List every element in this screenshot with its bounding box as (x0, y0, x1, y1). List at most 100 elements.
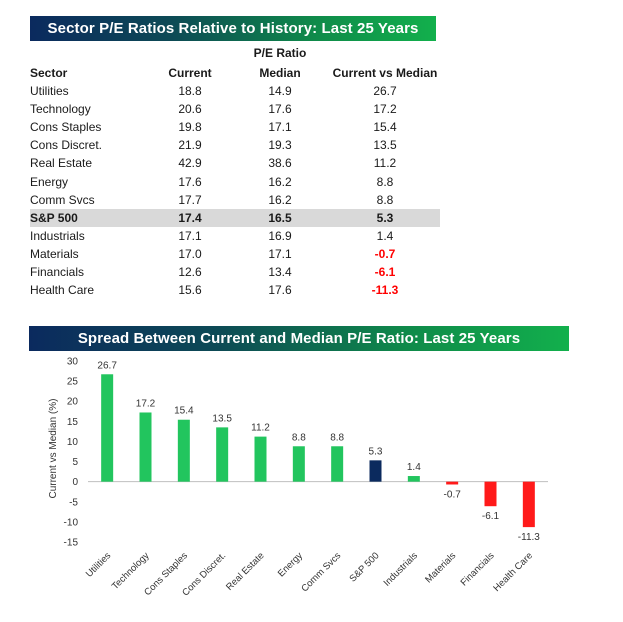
y-tick-label: -5 (69, 497, 78, 508)
cell-sector: Real Estate (30, 156, 93, 171)
col-header-sector: Sector (30, 66, 68, 80)
table-row: Cons Discret. 21.9 19.3 13.5 (30, 136, 440, 154)
table-row: Industrials 17.1 16.9 1.4 (30, 227, 440, 245)
x-tick-label: Financials (459, 550, 497, 588)
table-title: Sector P/E Ratios Relative to History: L… (30, 16, 436, 41)
table-row: Energy 17.6 16.2 8.8 (30, 173, 440, 191)
cell-current: 17.4 (178, 210, 202, 225)
pe-ratio-group-header: P/E Ratio (253, 46, 307, 60)
y-tick-label: -10 (64, 517, 79, 528)
data-label: 13.5 (212, 413, 232, 424)
cell-median: 17.6 (268, 283, 292, 298)
cell-median: 16.5 (268, 210, 292, 225)
table-row: Real Estate 42.9 38.6 11.2 (30, 154, 440, 172)
cell-current: 17.6 (178, 174, 202, 189)
bar (254, 436, 267, 482)
cell-current-vs-median: 13.5 (373, 138, 397, 153)
cell-current-vs-median: 1.4 (376, 228, 394, 243)
bar (177, 419, 190, 482)
x-tick-label: Real Estate (224, 550, 267, 593)
cell-median: 17.6 (268, 102, 292, 117)
bar (139, 412, 152, 482)
cell-median: 17.1 (268, 120, 292, 135)
cell-median: 17.1 (268, 246, 292, 261)
cell-current-vs-median: 8.8 (376, 174, 394, 189)
table-row: S&P 500 17.4 16.5 5.3 (30, 208, 440, 227)
data-label: -0.7 (444, 489, 462, 500)
cell-current-vs-median: -6.1 (374, 265, 396, 279)
cell-median: 16.2 (268, 174, 292, 189)
table-row: Cons Staples 19.8 17.1 15.4 (30, 118, 440, 136)
table-row: Utilities 18.8 14.9 26.7 (30, 82, 440, 100)
y-tick-label: 30 (67, 357, 79, 368)
x-tick-label: Utilities (84, 550, 114, 580)
y-tick-label: 5 (72, 457, 78, 468)
cell-sector: Cons Staples (30, 120, 102, 135)
data-label: 11.2 (251, 423, 270, 434)
y-axis-label: Current vs Median (%) (48, 398, 59, 498)
bar (292, 446, 305, 482)
x-tick-label: Materials (423, 550, 458, 585)
data-label: 8.8 (330, 432, 344, 443)
col-header-median: Median (259, 66, 301, 80)
x-tick-label: Health Care (491, 550, 535, 594)
y-tick-label: 25 (67, 377, 79, 388)
table-row: Comm Svcs 17.7 16.2 8.8 (30, 191, 440, 209)
x-tick-label: Energy (276, 550, 305, 579)
col-header-current: Current (168, 66, 212, 80)
cell-median: 19.3 (268, 138, 292, 153)
x-tick-label: S&P 500 (347, 550, 381, 584)
cell-current-vs-median: -11.3 (371, 283, 399, 298)
table-row: Health Care 15.6 17.6 -11.3 (30, 281, 440, 299)
col-header-current-vs-median: Current vs Median (332, 66, 438, 80)
table-row: Financials 12.6 13.4 -6.1 (30, 263, 440, 281)
cell-current-vs-median: 8.8 (376, 192, 394, 207)
x-tick-label: Industrials (382, 550, 421, 589)
cell-sector: Energy (30, 174, 69, 189)
bar (407, 476, 420, 482)
bar (331, 446, 344, 482)
cell-sector: Technology (30, 102, 91, 117)
cell-sector: Utilities (30, 84, 69, 98)
data-label: 1.4 (407, 462, 421, 473)
chart-title: Spread Between Current and Median P/E Ra… (29, 326, 569, 351)
bar (369, 460, 382, 482)
cell-current-vs-median: 11.2 (373, 156, 397, 171)
cell-current-vs-median: 15.4 (373, 120, 397, 135)
cell-current: 17.0 (178, 246, 202, 261)
cell-current: 12.6 (178, 265, 202, 279)
cell-median: 16.9 (268, 228, 292, 243)
table-row: Materials 17.0 17.1 -0.7 (30, 245, 440, 263)
cell-current: 42.9 (178, 156, 202, 171)
cell-median: 16.2 (268, 192, 292, 207)
cell-median: 38.6 (268, 156, 292, 171)
cell-median: 14.9 (268, 84, 292, 98)
y-tick-label: 20 (67, 397, 79, 408)
data-label: 17.2 (136, 398, 156, 409)
table-header-row: Sector Current Median Current vs Median (30, 64, 440, 82)
x-tick-label: Comm Svcs (299, 550, 343, 594)
bar (484, 481, 497, 507)
data-label: -11.3 (518, 532, 540, 543)
cell-current: 20.6 (178, 102, 202, 117)
cell-sector: Health Care (30, 283, 95, 298)
bar (216, 427, 229, 482)
cell-sector: Financials (30, 265, 85, 279)
cell-current: 21.9 (178, 138, 202, 153)
cell-current-vs-median: -0.7 (374, 246, 396, 261)
bar (522, 481, 535, 528)
cell-current: 18.8 (178, 84, 202, 98)
cell-current: 17.7 (178, 192, 202, 207)
cell-sector: Comm Svcs (30, 192, 95, 207)
y-tick-label: 10 (67, 437, 79, 448)
cell-sector: Materials (30, 246, 79, 261)
data-label: 5.3 (369, 446, 383, 457)
cell-sector: Industrials (30, 228, 85, 243)
cell-sector: Cons Discret. (30, 138, 103, 153)
cell-current: 19.8 (178, 120, 202, 135)
cell-current-vs-median: 5.3 (376, 210, 394, 225)
y-tick-label: -15 (64, 538, 79, 549)
cell-median: 13.4 (268, 265, 292, 279)
bar (446, 481, 459, 485)
data-label: 8.8 (292, 432, 306, 443)
